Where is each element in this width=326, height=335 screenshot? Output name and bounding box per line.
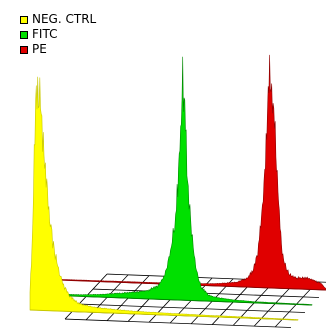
floor-grid-line bbox=[79, 303, 306, 313]
series-layer bbox=[29, 54, 326, 321]
floor-grid-line bbox=[65, 318, 292, 328]
legend-item-neg-ctrl: NEG. CTRL bbox=[20, 12, 96, 27]
legend: NEG. CTRL FITC PE bbox=[20, 12, 96, 57]
series-area-fitc bbox=[43, 56, 313, 306]
legend-label-neg-ctrl: NEG. CTRL bbox=[32, 12, 97, 26]
series-area-neg-ctrl bbox=[29, 76, 299, 321]
series-baseline bbox=[29, 309, 299, 321]
legend-label-fitc: FITC bbox=[32, 27, 58, 41]
legend-item-fitc: FITC bbox=[20, 27, 96, 42]
legend-label-pe: PE bbox=[32, 42, 47, 56]
legend-item-pe: PE bbox=[20, 42, 96, 57]
legend-swatch-fitc bbox=[20, 30, 28, 39]
legend-swatch-neg-ctrl bbox=[20, 15, 28, 24]
series-baseline bbox=[43, 294, 313, 306]
legend-swatch-pe bbox=[20, 45, 28, 54]
